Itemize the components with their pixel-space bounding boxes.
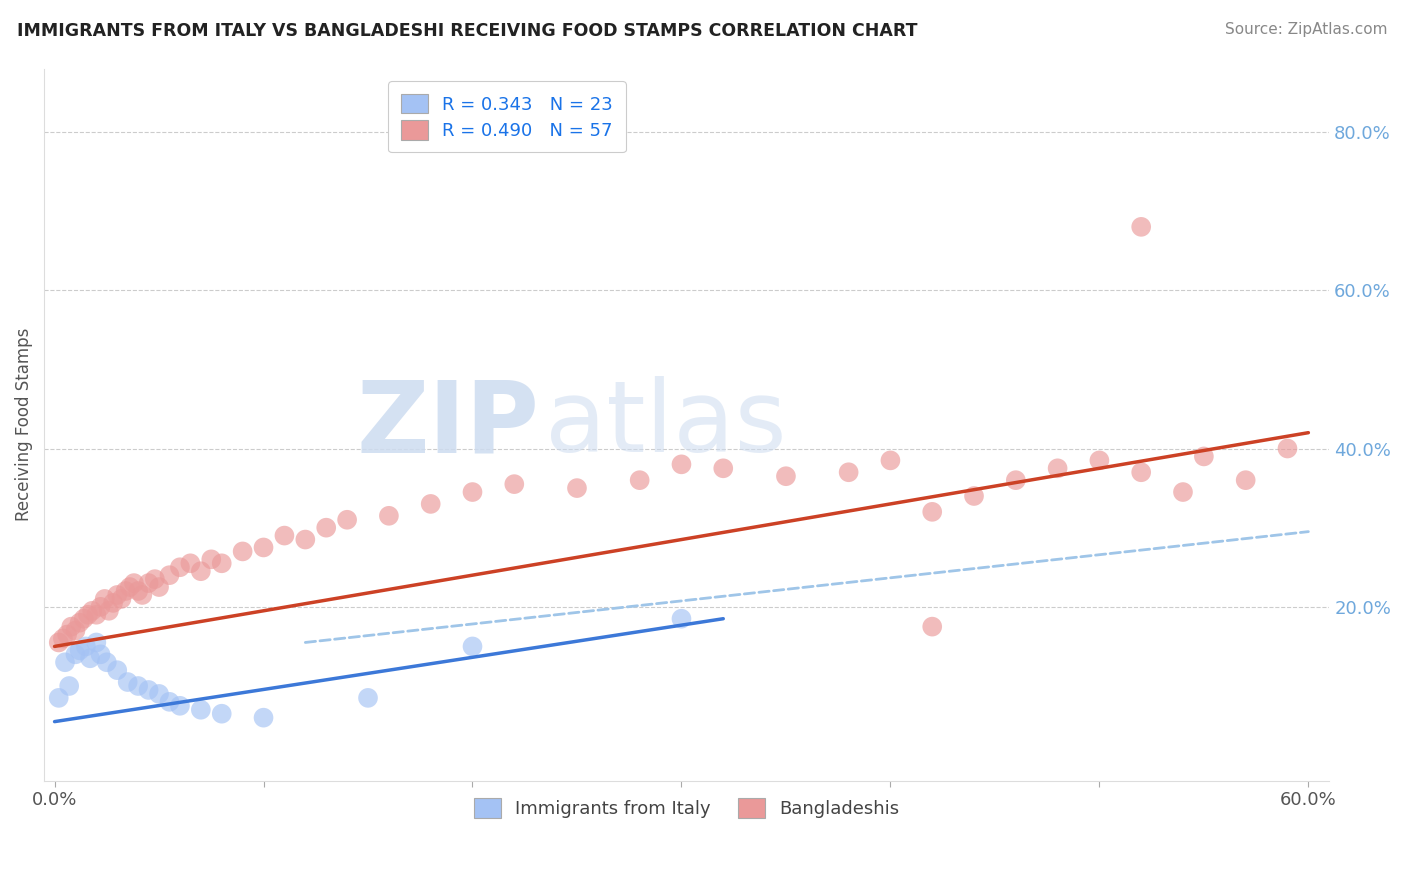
Point bbox=[105, 663, 128, 677]
Point bbox=[1088, 453, 1111, 467]
Point bbox=[56, 627, 79, 641]
Point bbox=[101, 596, 124, 610]
Point bbox=[1130, 219, 1153, 234]
Point bbox=[775, 469, 797, 483]
Point bbox=[232, 544, 254, 558]
Point bbox=[169, 560, 191, 574]
Point bbox=[921, 505, 943, 519]
Point bbox=[200, 552, 222, 566]
Point bbox=[117, 675, 139, 690]
Point bbox=[122, 576, 145, 591]
Point bbox=[58, 679, 80, 693]
Point bbox=[86, 607, 108, 622]
Point bbox=[69, 643, 91, 657]
Point bbox=[86, 635, 108, 649]
Point bbox=[921, 619, 943, 633]
Point bbox=[503, 477, 526, 491]
Point bbox=[879, 453, 901, 467]
Point bbox=[357, 690, 380, 705]
Point bbox=[65, 648, 87, 662]
Point bbox=[315, 521, 337, 535]
Point bbox=[118, 580, 141, 594]
Point bbox=[79, 651, 101, 665]
Point bbox=[1171, 485, 1194, 500]
Point bbox=[461, 640, 484, 654]
Point bbox=[294, 533, 316, 547]
Point bbox=[1004, 473, 1026, 487]
Point bbox=[143, 572, 166, 586]
Point bbox=[159, 695, 181, 709]
Point bbox=[671, 612, 693, 626]
Point bbox=[127, 584, 149, 599]
Point bbox=[1277, 442, 1299, 456]
Point bbox=[93, 591, 115, 606]
Text: ZIP: ZIP bbox=[356, 376, 538, 474]
Point bbox=[190, 703, 212, 717]
Point bbox=[1046, 461, 1069, 475]
Point bbox=[75, 640, 97, 654]
Point bbox=[159, 568, 181, 582]
Y-axis label: Receiving Food Stamps: Receiving Food Stamps bbox=[15, 328, 32, 522]
Point bbox=[671, 458, 693, 472]
Point bbox=[97, 604, 120, 618]
Point bbox=[73, 612, 96, 626]
Point bbox=[65, 624, 87, 638]
Point bbox=[252, 541, 274, 555]
Point bbox=[1130, 465, 1153, 479]
Point bbox=[211, 556, 233, 570]
Point bbox=[52, 632, 75, 646]
Point bbox=[461, 485, 484, 500]
Point bbox=[148, 580, 170, 594]
Point bbox=[105, 588, 128, 602]
Point bbox=[190, 564, 212, 578]
Point bbox=[138, 576, 160, 591]
Point bbox=[53, 655, 76, 669]
Legend: Immigrants from Italy, Bangladeshis: Immigrants from Italy, Bangladeshis bbox=[467, 791, 907, 825]
Point bbox=[628, 473, 651, 487]
Point bbox=[169, 698, 191, 713]
Point bbox=[110, 591, 132, 606]
Point bbox=[77, 607, 100, 622]
Point bbox=[273, 528, 295, 542]
Point bbox=[138, 682, 160, 697]
Point bbox=[1192, 450, 1215, 464]
Text: atlas: atlas bbox=[546, 376, 787, 474]
Point bbox=[252, 711, 274, 725]
Point bbox=[148, 687, 170, 701]
Point bbox=[48, 635, 70, 649]
Point bbox=[114, 584, 136, 599]
Point bbox=[179, 556, 201, 570]
Point bbox=[963, 489, 986, 503]
Point bbox=[96, 655, 118, 669]
Point bbox=[378, 508, 401, 523]
Point bbox=[90, 648, 112, 662]
Point bbox=[336, 513, 359, 527]
Text: Source: ZipAtlas.com: Source: ZipAtlas.com bbox=[1225, 22, 1388, 37]
Point bbox=[131, 588, 153, 602]
Point bbox=[211, 706, 233, 721]
Point bbox=[69, 615, 91, 630]
Point bbox=[127, 679, 149, 693]
Point bbox=[60, 619, 83, 633]
Point bbox=[711, 461, 734, 475]
Point bbox=[565, 481, 588, 495]
Point bbox=[90, 599, 112, 614]
Point bbox=[82, 604, 104, 618]
Point bbox=[419, 497, 441, 511]
Text: IMMIGRANTS FROM ITALY VS BANGLADESHI RECEIVING FOOD STAMPS CORRELATION CHART: IMMIGRANTS FROM ITALY VS BANGLADESHI REC… bbox=[17, 22, 917, 40]
Point bbox=[1234, 473, 1257, 487]
Point bbox=[48, 690, 70, 705]
Point bbox=[838, 465, 860, 479]
